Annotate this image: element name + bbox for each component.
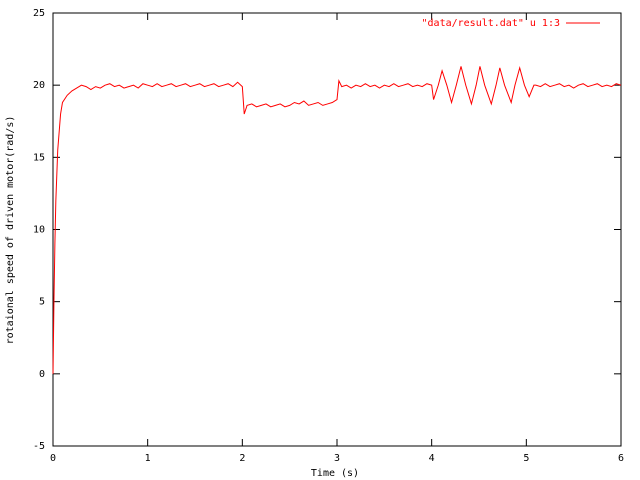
x-tick-label: 3 bbox=[334, 453, 340, 464]
x-tick-label: 2 bbox=[239, 453, 245, 464]
x-tick-label: 1 bbox=[145, 453, 151, 464]
x-axis-label: Time (s) bbox=[311, 468, 359, 479]
x-tick-label: 5 bbox=[523, 453, 529, 464]
x-tick-label: 0 bbox=[50, 453, 56, 464]
x-tick-label: 6 bbox=[618, 453, 624, 464]
y-tick-label: 20 bbox=[33, 80, 45, 91]
y-tick-label: 0 bbox=[39, 369, 45, 380]
plot-border bbox=[52, 12, 622, 447]
y-axis-label: rotaional speed of driven motor(rad/s) bbox=[5, 116, 16, 345]
x-tick-label: 4 bbox=[429, 453, 435, 464]
y-tick-label: 10 bbox=[33, 225, 45, 236]
y-tick-label: 25 bbox=[33, 8, 45, 19]
legend-label: "data/result.dat" u 1:3 bbox=[422, 18, 560, 29]
y-tick-label: -5 bbox=[33, 441, 45, 452]
y-tick-label: 5 bbox=[39, 297, 45, 308]
y-tick-label: 15 bbox=[33, 152, 45, 163]
data-line bbox=[52, 65, 622, 374]
